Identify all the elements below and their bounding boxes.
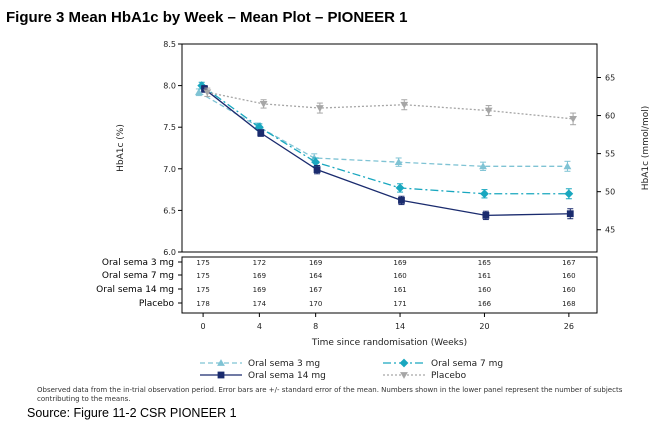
plot-area-border xyxy=(181,43,598,253)
risk-count: 160 xyxy=(562,286,575,294)
y-tick-label: 8.0 xyxy=(163,82,176,91)
x-tick-label: 0 xyxy=(201,322,206,331)
footnote: Observed data from the in-trial observat… xyxy=(37,386,623,403)
y-tick-label: 8.5 xyxy=(163,40,176,49)
series-marker xyxy=(569,115,577,123)
series-marker xyxy=(563,162,572,170)
y-tick-label: 6.5 xyxy=(163,206,176,215)
risk-count: 178 xyxy=(196,300,209,308)
series-marker xyxy=(203,89,212,97)
risk-count: 170 xyxy=(309,300,322,308)
risk-count: 167 xyxy=(562,259,575,267)
series-marker xyxy=(315,105,324,112)
series-marker xyxy=(259,101,268,108)
series-marker xyxy=(395,183,405,193)
series-marker xyxy=(400,101,409,109)
series-marker xyxy=(201,85,208,93)
risk-count: 164 xyxy=(309,272,323,280)
series-line xyxy=(207,91,574,120)
series-marker xyxy=(566,210,574,218)
risk-count: 172 xyxy=(253,259,266,267)
risk-count: 175 xyxy=(196,272,209,280)
series-line xyxy=(198,91,568,167)
risk-count: 174 xyxy=(253,300,267,308)
series-oral-sema-7-mg xyxy=(197,81,574,200)
series-marker xyxy=(311,157,321,167)
legend-item: Oral sema 3 mg xyxy=(200,359,320,369)
series-marker xyxy=(394,158,403,166)
series-marker xyxy=(398,197,405,204)
legend-item: Oral sema 14 mg xyxy=(200,371,326,381)
legend-label: Oral sema 3 mg xyxy=(248,359,320,369)
x-tick-label: 8 xyxy=(313,322,318,331)
risk-row-label: Oral sema 14 mg xyxy=(96,285,174,295)
x-tick-label: 4 xyxy=(257,322,262,331)
risk-table-border xyxy=(181,256,598,314)
risk-count: 175 xyxy=(196,286,209,294)
series-marker xyxy=(480,189,489,199)
legend-label: Oral sema 7 mg xyxy=(431,359,503,369)
series-marker xyxy=(484,107,493,115)
risk-row-label: Oral sema 7 mg xyxy=(102,271,174,281)
figure-title: Figure 3 Mean HbA1c by Week – Mean Plot … xyxy=(6,9,408,26)
series-marker xyxy=(482,211,490,219)
y2-tick-label: 65 xyxy=(605,73,615,82)
series-line xyxy=(204,88,571,217)
y-tick-label: 6.0 xyxy=(163,248,176,257)
series-marker xyxy=(400,372,408,379)
risk-count: 160 xyxy=(393,272,406,280)
risk-count: 169 xyxy=(253,272,266,280)
risk-row-label: Oral sema 3 mg xyxy=(102,258,174,268)
risk-count: 161 xyxy=(393,286,406,294)
series-placebo xyxy=(203,87,577,126)
y-axis-title: HbA1c (%) xyxy=(116,124,126,172)
y-tick-label: 7.0 xyxy=(163,165,176,174)
risk-count: 161 xyxy=(478,272,491,280)
x-axis-title: Time since randomisation (Weeks) xyxy=(311,338,467,348)
series-marker xyxy=(479,162,487,170)
risk-count: 169 xyxy=(393,259,406,267)
y2-tick-label: 55 xyxy=(605,150,615,159)
legend-label: Oral sema 14 mg xyxy=(248,371,326,381)
x-tick-label: 14 xyxy=(395,322,405,331)
x-tick-label: 26 xyxy=(564,322,574,331)
y2-tick-label: 45 xyxy=(605,226,615,235)
risk-count: 166 xyxy=(478,300,492,308)
series-marker xyxy=(194,88,203,96)
legend-item: Placebo xyxy=(383,371,467,381)
y2-tick-label: 60 xyxy=(605,112,615,121)
risk-count: 167 xyxy=(309,286,322,294)
y2-axis-title: HbA1c (mmol/mol) xyxy=(641,106,651,191)
risk-count: 160 xyxy=(562,272,575,280)
risk-count: 169 xyxy=(253,286,266,294)
series-marker xyxy=(217,371,225,379)
source-note: Source: Figure 11-2 CSR PIONEER 1 xyxy=(27,406,237,420)
series-line xyxy=(201,85,569,195)
y2-tick-label: 50 xyxy=(605,188,615,197)
legend-item: Oral sema 7 mg xyxy=(383,358,503,369)
risk-count: 165 xyxy=(478,259,491,267)
risk-count: 169 xyxy=(309,259,322,267)
y-tick-label: 7.5 xyxy=(163,123,176,132)
risk-row-label: Placebo xyxy=(139,299,175,309)
x-tick-label: 20 xyxy=(479,322,489,331)
risk-count: 168 xyxy=(562,300,575,308)
series-marker xyxy=(399,358,409,368)
risk-count: 171 xyxy=(393,300,406,308)
series-marker xyxy=(313,166,321,174)
series-marker xyxy=(257,129,265,137)
risk-count: 160 xyxy=(478,286,491,294)
series-marker xyxy=(217,359,225,366)
legend-label: Placebo xyxy=(431,371,467,381)
risk-count: 175 xyxy=(196,259,209,267)
series-marker xyxy=(564,189,574,199)
